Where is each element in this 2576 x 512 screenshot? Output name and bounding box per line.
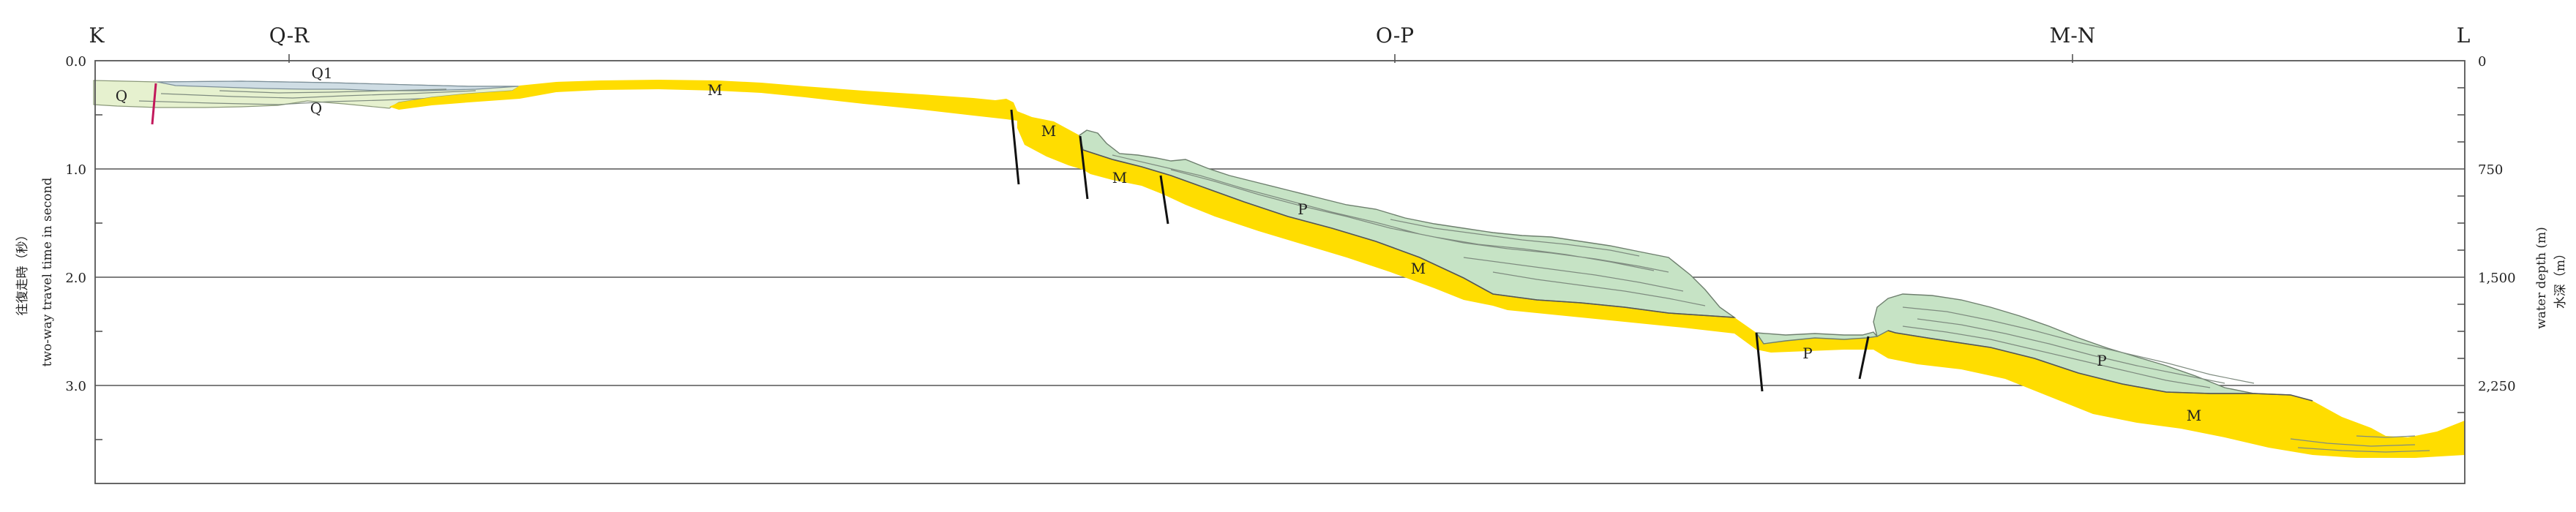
section-label-q-r: Q-R	[269, 23, 310, 48]
left-axis-tick-3: 3.0	[65, 379, 86, 394]
right-axis-minor-ticks	[2457, 87, 2465, 440]
right-axis-tick-0: 0	[2478, 54, 2486, 69]
unit-p-upper-internal-reflectors	[1112, 154, 1706, 306]
unit-q1-body	[157, 80, 519, 91]
unit-label-q1: Q1	[311, 64, 332, 82]
unit-p-lower-internal-reflectors	[1902, 306, 2255, 388]
right-axis-tick-1: 750	[2478, 162, 2503, 178]
left-axis-tick-0: 0.0	[65, 54, 86, 69]
section-label-k: K	[89, 23, 105, 48]
m-p-lower-contact	[1887, 330, 2313, 402]
unit-m-band-shelf	[389, 80, 1017, 121]
unit-label-q-right: Q	[310, 99, 322, 117]
unit-m-band-slope	[1017, 111, 2465, 458]
fault-shelf-edge-red	[151, 83, 157, 125]
unit-m-internal-reflectors	[2290, 435, 2430, 453]
left-axis-title-en: two-way travel time in second	[40, 178, 55, 367]
unit-label-m-shelf: M	[708, 81, 722, 99]
section-label-m-n: M-N	[2050, 23, 2096, 48]
fault-upper-slope-2	[1159, 175, 1169, 225]
right-axis-tick-2: 1,500	[2478, 271, 2516, 286]
unit-label-m-slope1: M	[1112, 169, 1127, 187]
left-axis-tick-2: 2.0	[65, 271, 86, 286]
right-axis-tick-3: 2,250	[2478, 379, 2516, 394]
section-label-l: L	[2457, 23, 2471, 48]
unit-p-upper-slope	[1079, 129, 1737, 318]
left-axis-minor-ticks	[95, 114, 102, 440]
unit-label-p-upper: P	[1298, 200, 1307, 218]
section-frame	[94, 60, 2465, 484]
m-p-upper-contact	[1082, 149, 1735, 318]
fault-shelf-break	[1010, 109, 1020, 185]
unit-label-p-lower: P	[2097, 352, 2106, 369]
fault-upper-slope-1	[1079, 135, 1089, 200]
left-axis-tick-1: 1.0	[65, 162, 86, 178]
right-axis-title-cn: 水深（m）	[2553, 247, 2568, 309]
unit-q-internal-reflectors	[138, 89, 476, 105]
unit-label-m-break: M	[1041, 122, 1056, 140]
unit-label-p-basin: P	[1802, 345, 1812, 362]
unit-label-m-slope2: M	[1411, 260, 1426, 277]
right-axis-title-en: water depth (m)	[2534, 227, 2549, 329]
left-axis-title-cn: 往復走時（秒）	[15, 229, 30, 316]
unit-label-q-left: Q	[116, 87, 127, 105]
section-label-o-p: O-P	[1376, 23, 1414, 48]
fault-basin-east	[1858, 336, 1870, 380]
fault-basin-west	[1755, 332, 1764, 392]
unit-label-m-distal: M	[2187, 407, 2201, 424]
